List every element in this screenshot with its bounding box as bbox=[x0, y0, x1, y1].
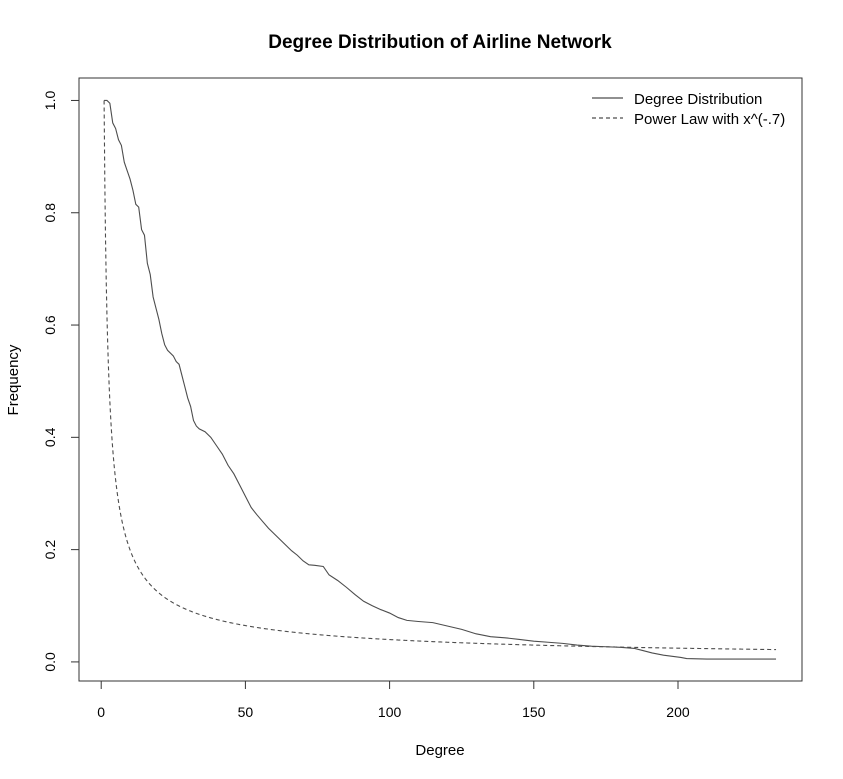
chart-title: Degree Distribution of Airline Network bbox=[268, 32, 612, 53]
series-line-power-law bbox=[103, 100, 777, 651]
x-tick-label: 100 bbox=[378, 704, 402, 720]
legend: Degree Distribution Power Law with x^(-.… bbox=[592, 91, 785, 128]
y-tick-label: 0.4 bbox=[42, 427, 58, 447]
x-tick-label: 150 bbox=[522, 704, 546, 720]
y-tick-label: 1.0 bbox=[42, 91, 58, 111]
y-axis-label: Frequency bbox=[5, 344, 22, 415]
legend-label-degree-distribution: Degree Distribution bbox=[634, 91, 762, 108]
x-axis: 0 50 100 150 200 bbox=[97, 680, 690, 720]
y-tick-label: 0.6 bbox=[42, 315, 58, 335]
y-axis: 0.0 0.2 0.4 0.6 0.8 1.0 bbox=[42, 91, 80, 672]
series-layer bbox=[103, 99, 777, 660]
y-tick-label: 0.8 bbox=[42, 203, 58, 223]
x-tick-label: 50 bbox=[238, 704, 254, 720]
x-tick-label: 200 bbox=[666, 704, 690, 720]
legend-label-power-law: Power Law with x^(-.7) bbox=[634, 111, 785, 128]
series-line-degree-distribution bbox=[104, 99, 777, 660]
plot-frame bbox=[78, 77, 803, 682]
x-axis-label: Degree bbox=[415, 742, 464, 759]
y-tick-label: 0.2 bbox=[42, 540, 58, 560]
x-tick-label: 0 bbox=[97, 704, 105, 720]
y-tick-label: 0.0 bbox=[42, 652, 58, 672]
